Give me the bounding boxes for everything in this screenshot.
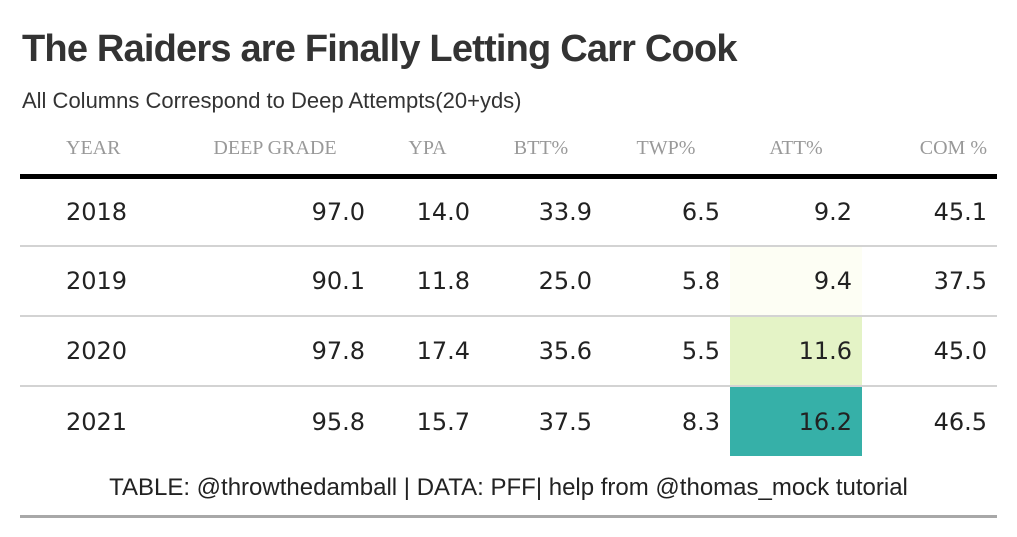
cell-year: 2018	[20, 176, 175, 247]
table-row: 2021 95.8 15.7 37.5 8.3 16.2 46.5	[20, 386, 997, 456]
cell-btt: 35.6	[480, 316, 602, 387]
column-header-deep-grade: DEEP GRADE	[175, 124, 375, 179]
cell-btt: 25.0	[480, 246, 602, 317]
cell-deep-grade: 97.0	[175, 176, 375, 247]
cell-twp: 8.3	[681, 407, 720, 436]
chart-title: The Raiders are Finally Letting Carr Coo…	[22, 28, 738, 70]
cell-twp: 5.8	[602, 246, 730, 317]
cell-year: 2021	[66, 407, 128, 436]
table-header-row: YEAR DEEP GRADE YPA BTT% TWP% ATT% COM %	[20, 124, 997, 179]
cell-year: 2019	[20, 246, 175, 317]
cell-btt: 33.9	[480, 176, 602, 247]
table-row: 2019 90.1 11.8 25.0 5.8 9.4 37.5	[20, 246, 997, 317]
cell-twp: 5.5	[602, 316, 730, 387]
cell-ypa: 11.8	[375, 246, 480, 317]
cell-att: 9.2	[730, 176, 862, 247]
cell-att: 9.4	[730, 246, 862, 317]
cell-ypa: 15.7	[416, 407, 470, 436]
cell-twp: 6.5	[602, 176, 730, 247]
table-row: 2018 97.0 14.0 33.9 6.5 9.2 45.1	[20, 176, 997, 247]
cell-att: 16.2	[730, 386, 862, 456]
cell-deep-grade: 95.8	[311, 407, 365, 436]
cell-com: 46.5	[933, 407, 987, 436]
cell-att: 11.6	[730, 316, 862, 387]
cell-deep-grade: 97.8	[175, 316, 375, 387]
cell-com: 45.1	[862, 176, 997, 247]
cell-ypa: 17.4	[375, 316, 480, 387]
cell-year: 2020	[20, 316, 175, 387]
cell-com: 45.0	[862, 316, 997, 387]
data-table: YEAR DEEP GRADE YPA BTT% TWP% ATT% COM %…	[20, 124, 997, 456]
cell-ypa: 14.0	[375, 176, 480, 247]
cell-com: 37.5	[862, 246, 997, 317]
cell-btt: 37.5	[538, 407, 592, 436]
column-header-ypa: YPA	[375, 124, 480, 179]
column-header-btt: BTT%	[480, 124, 602, 179]
source-note: TABLE: @throwthedamball | DATA: PFF| hel…	[20, 458, 997, 518]
cell-deep-grade: 90.1	[175, 246, 375, 317]
column-header-year: YEAR	[20, 124, 175, 179]
table-row: 2020 97.8 17.4 35.6 5.5 11.6 45.0	[20, 316, 997, 387]
column-header-twp: TWP%	[602, 124, 730, 179]
column-header-com: COM %	[862, 124, 997, 179]
column-header-att: ATT%	[730, 124, 862, 179]
chart-subtitle: All Columns Correspond to Deep Attempts(…	[22, 88, 522, 113]
